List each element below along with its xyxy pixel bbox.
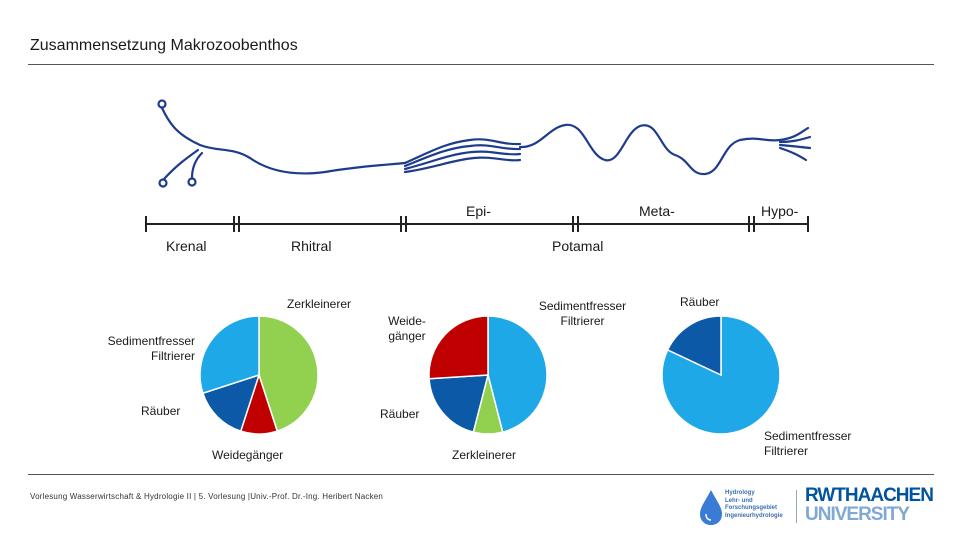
pie-potamal bbox=[428, 315, 548, 435]
pie-hypopotamal bbox=[661, 315, 781, 435]
pie2-label-sedimentfresser: Sedimentfresser Filtrierer bbox=[520, 299, 645, 329]
pie2-label-zerkleinerer: Zerkleinerer bbox=[452, 448, 517, 462]
rwth-logo: RWTHAACHEN UNIVERSITY bbox=[805, 485, 934, 525]
hydro-line2: Lehr- und bbox=[725, 497, 753, 504]
pie1-slice-0 bbox=[258, 315, 319, 433]
hydro-line4: Ingenieurhydrologie bbox=[725, 512, 783, 519]
page-title: Zusammensetzung Makrozoobenthos bbox=[30, 37, 298, 54]
zone-krenal-label: Krenal bbox=[166, 238, 207, 254]
pie2-slice-2 bbox=[428, 374, 489, 434]
pie1-label-weidegaenger: Weidegänger bbox=[212, 448, 284, 462]
footer-divider bbox=[28, 474, 934, 475]
pie2-label-weidegaenger: Weide- gänger bbox=[382, 314, 432, 344]
pie1-label-sedimentfresser: Sedimentfresser Filtrierer bbox=[80, 334, 195, 364]
title-divider bbox=[28, 64, 934, 65]
pie3-slice-0 bbox=[661, 315, 781, 435]
pie3-label-sediment-line1: Sedimentfresser bbox=[764, 429, 852, 443]
pie3-label-raeuber: Räuber bbox=[680, 295, 720, 309]
logo-divider bbox=[796, 490, 797, 523]
pie2-label-sediment-line1: Sedimentfresser bbox=[538, 299, 627, 313]
pie1-label-zerkleinerer: Zerkleinerer bbox=[287, 297, 352, 311]
zone-meta-label: Meta- bbox=[639, 203, 675, 219]
pie1-label-sedimentfresser-line1: Sedimentfresser bbox=[107, 334, 195, 348]
rwth-logo-line1: RWTHAACHEN bbox=[805, 485, 934, 506]
rwth-logo-line2: UNIVERSITY bbox=[805, 504, 910, 525]
pie1-label-sedimentfresser-line2: Filtrierer bbox=[151, 349, 195, 363]
hydro-line1: Hydrology bbox=[725, 490, 755, 496]
pie1-label-raeuber: Räuber bbox=[141, 404, 181, 418]
pie2-label-sediment-line2: Filtrierer bbox=[560, 314, 605, 328]
pie1-slice-3 bbox=[199, 315, 260, 395]
zone-hypo-label: Hypo- bbox=[761, 203, 799, 219]
pie2-label-raeuber: Räuber bbox=[380, 407, 420, 421]
pie2-slice-0 bbox=[487, 315, 548, 434]
hydro-line3: Forschungsgebiet bbox=[725, 505, 778, 511]
pie3-label-sedimentfresser: Sedimentfresser Filtrierer bbox=[764, 429, 851, 459]
pie3-label-sediment-line2: Filtrierer bbox=[764, 444, 808, 458]
footer-text: Vorlesung Wasserwirtschaft & Hydrologie … bbox=[30, 492, 384, 501]
pie2-label-weide-line1: Weide- bbox=[388, 314, 426, 328]
pie-krenal-rhitral bbox=[199, 315, 319, 435]
zone-epi-label: Epi- bbox=[466, 203, 491, 219]
zone-rhitral-label: Rhitral bbox=[291, 238, 332, 254]
zone-potamal-label: Potamal bbox=[552, 238, 604, 254]
hydrology-logo-text: Hydrology Lehr- und Forschungsgebiet Ing… bbox=[725, 490, 783, 520]
pie2-label-weide-line2: gänger bbox=[388, 329, 426, 343]
pie3-slice-1 bbox=[666, 315, 722, 377]
pie2-slice-3 bbox=[428, 315, 489, 380]
